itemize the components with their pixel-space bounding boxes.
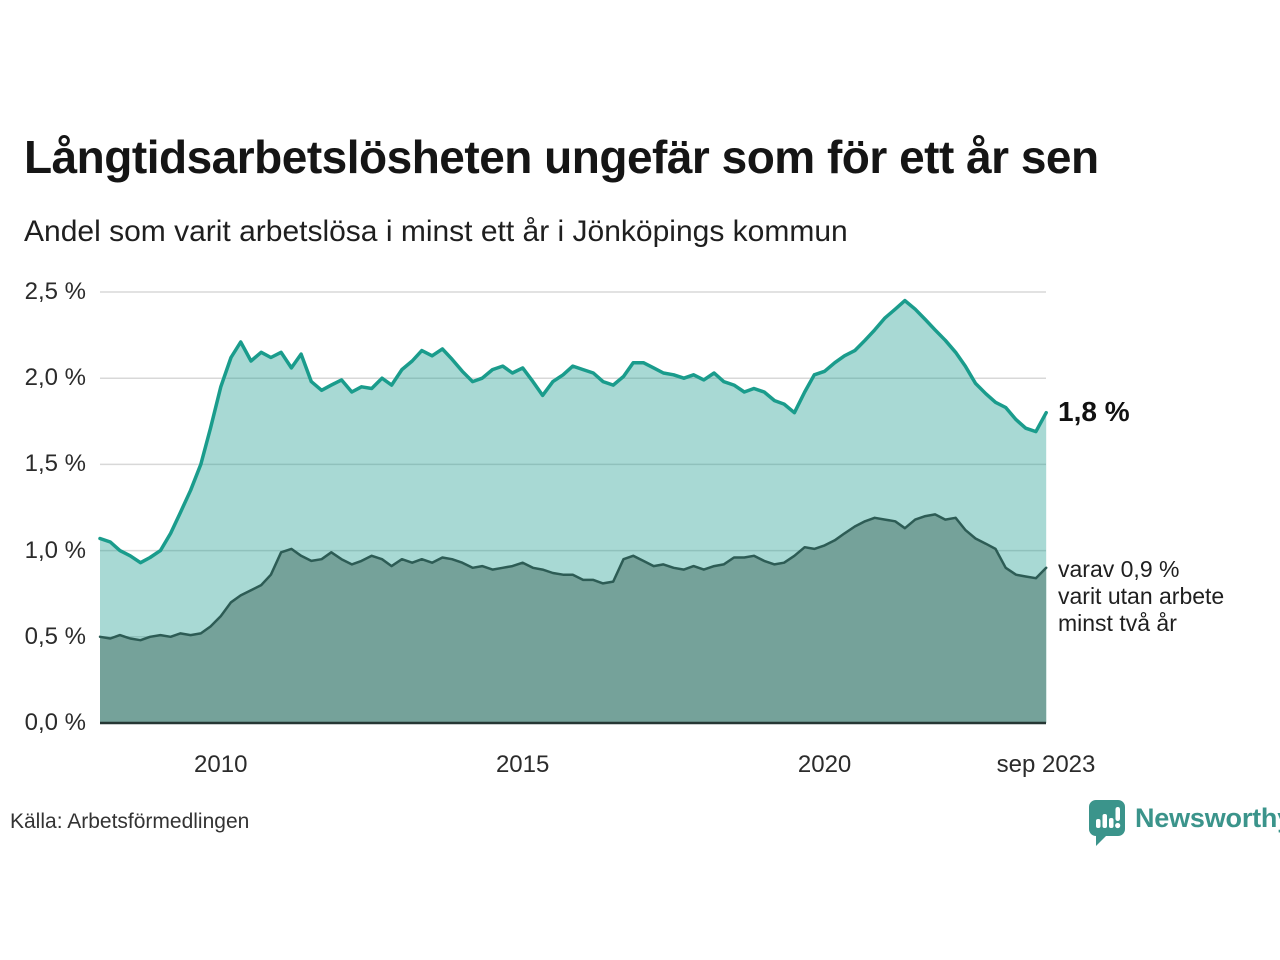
brand-wordmark: Newsworthy	[1135, 803, 1280, 833]
y-tick-label: 0,0 %	[24, 709, 86, 736]
x-tick-label: sep 2023	[996, 751, 1096, 778]
page-title: Långtidsarbetslösheten ungefär som för e…	[24, 131, 1099, 183]
y-tick-label: 0,5 %	[24, 622, 86, 650]
y-tick-label: 2,5 %	[24, 278, 86, 305]
brand-logo: Newsworthy	[1088, 799, 1280, 847]
source-caption: Källa: Arbetsförmedlingen	[10, 810, 250, 833]
x-tick-label: 2015	[495, 751, 550, 778]
y-tick-label: 1,5 %	[24, 450, 86, 478]
newsworthy-icon	[1089, 800, 1125, 846]
annotation-latest-two-year: varav 0,9 % varit utan arbete minst två år	[1058, 555, 1225, 636]
area-minst-tva-ar	[100, 514, 1047, 723]
x-tick-label: 2020	[797, 751, 852, 778]
x-tick-label: 2010	[194, 751, 248, 778]
y-tick-label: 1,0 %	[24, 536, 86, 564]
line-minst-tva-ar	[98, 513, 1048, 642]
page-subtitle: Andel som varit arbetslösa i minst ett å…	[24, 215, 848, 248]
y-tick-label: 2,0 %	[24, 364, 86, 392]
line-minst-ett-ar	[98, 298, 1048, 565]
annotation-latest-total: 1,8 %	[1058, 395, 1130, 427]
